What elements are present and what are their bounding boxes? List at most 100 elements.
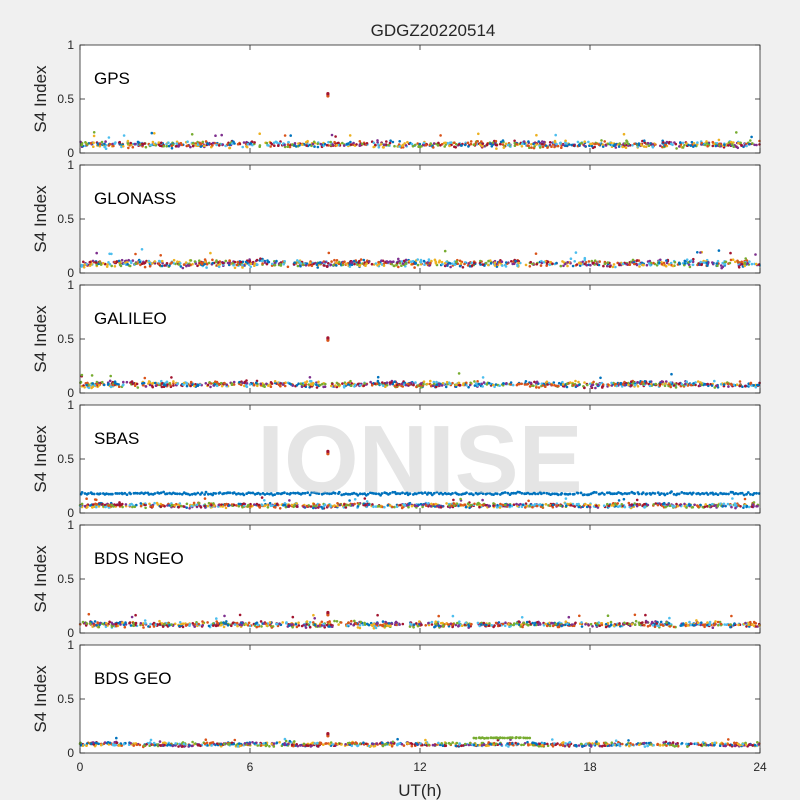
data-point [702,492,706,496]
data-point [297,382,300,386]
data-point [135,382,139,386]
data-point [439,621,443,625]
data-point [480,140,483,143]
data-point [713,623,716,627]
data-point [419,261,423,264]
data-point [487,263,490,267]
data-point [735,383,739,387]
data-point [131,145,135,149]
data-point [207,624,211,628]
data-point [431,384,435,388]
data-point [668,504,672,508]
data-point [363,382,366,385]
data-point [297,142,300,145]
data-point [204,260,207,264]
data-point [672,625,676,629]
data-point [738,380,742,383]
data-point [687,503,691,506]
data-point [437,614,441,618]
data-point [349,379,352,383]
data-point [535,262,539,266]
data-point [550,145,553,148]
data-point [740,260,743,264]
y-axis-label: S4 Index [31,425,50,493]
data-point [659,144,662,148]
data-point [381,381,384,384]
y-tick-label: 0 [67,146,74,160]
data-point [716,264,719,268]
data-point [668,383,671,386]
data-point [534,381,538,385]
data-point [80,373,84,377]
data-point [173,504,176,507]
data-point [182,263,186,266]
data-point [312,262,315,266]
data-point [520,382,523,386]
data-point [400,382,404,386]
data-point [358,140,362,143]
data-point [239,502,242,506]
data-point [687,143,690,147]
data-point [450,143,453,147]
data-point [245,382,249,385]
data-point [211,258,214,262]
data-point [403,142,407,145]
data-point [130,502,133,506]
data-point [623,142,627,145]
data-point [619,382,622,386]
y-tick-label: 0.5 [57,212,74,226]
data-point [157,141,161,144]
data-point [749,493,752,496]
data-point [267,144,270,147]
data-point [498,260,501,264]
data-point [481,142,485,145]
data-point [553,383,556,387]
data-point [710,384,714,387]
data-point [290,143,294,146]
data-point [153,381,157,385]
data-point [604,625,608,629]
data-point [749,620,752,624]
data-point [365,262,368,265]
data-point [731,258,735,262]
data-point [303,143,306,146]
data-point [487,259,490,263]
data-point [239,260,243,264]
data-point [644,145,648,149]
data-point [168,382,171,385]
data-point [235,621,239,625]
data-point [609,623,613,626]
data-point [492,625,495,629]
data-point [275,259,278,263]
data-point [617,499,621,502]
data-point [205,262,209,266]
data-point [537,386,541,389]
data-point [193,384,196,388]
data-point [348,263,352,266]
data-point [348,134,352,137]
data-point [535,133,538,137]
data-point [647,144,651,147]
data-point [458,383,461,387]
data-point [498,384,501,388]
data-point [219,621,223,624]
data-point [621,383,625,386]
data-point [458,264,462,268]
data-point [633,623,637,626]
data-point [646,503,650,507]
data-point [191,262,194,266]
data-point [299,262,303,265]
data-point [192,141,195,145]
data-point [390,262,394,266]
data-point [333,140,336,144]
data-point [658,261,661,265]
data-point [692,382,695,385]
data-point [694,381,697,384]
data-point [443,249,447,253]
data-point [241,145,244,149]
data-point [236,142,240,146]
data-point [640,261,644,265]
data-point [203,262,206,266]
data-point [387,143,390,147]
data-point [184,623,188,627]
